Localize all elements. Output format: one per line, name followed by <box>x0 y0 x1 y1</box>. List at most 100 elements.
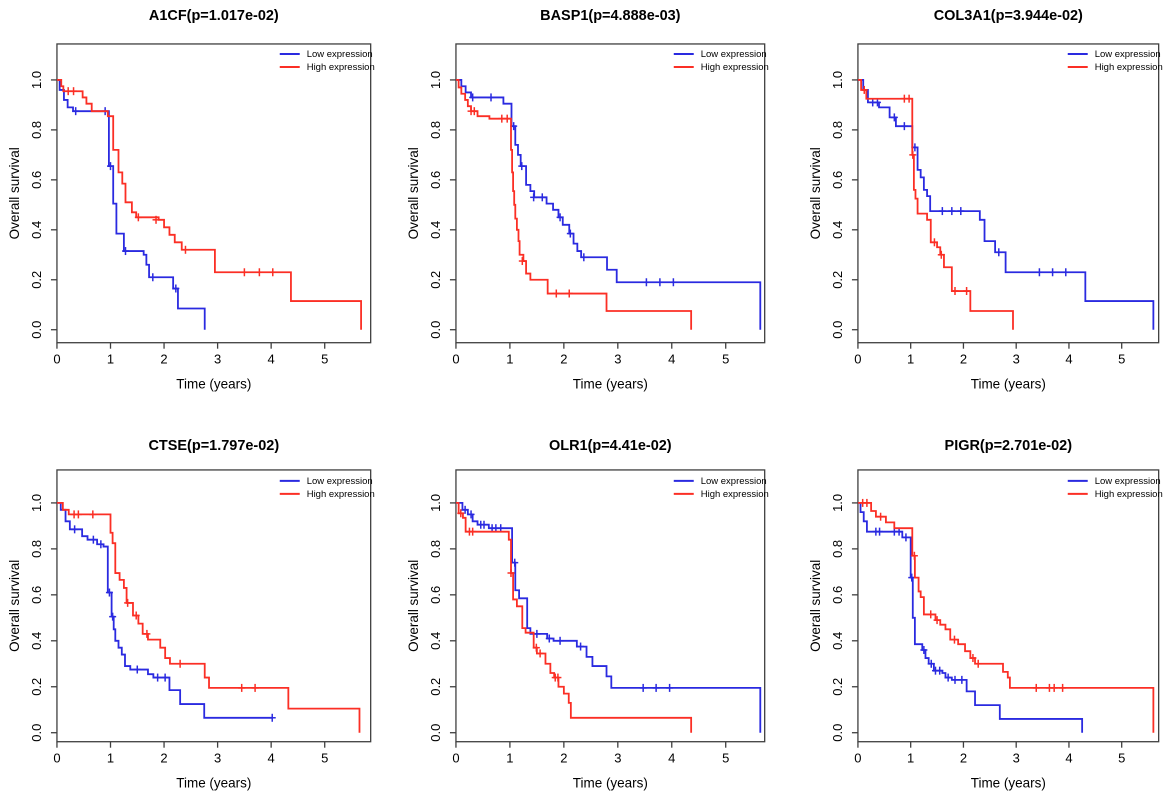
x-axis-tick-label: 0 <box>452 750 459 765</box>
survival-curve-low <box>56 501 273 719</box>
x-axis-tick-label: 3 <box>1013 352 1020 367</box>
y-axis-title: Overall survival <box>406 147 421 239</box>
x-axis-title: Time (years) <box>971 775 1046 790</box>
y-axis-title: Overall survival <box>406 559 421 651</box>
x-axis-tick-label: 4 <box>668 750 675 765</box>
survival-curve-high <box>455 79 692 330</box>
x-axis-title: Time (years) <box>572 377 647 392</box>
legend-label-low: Low expression <box>307 49 373 60</box>
legend-label-high: High expression <box>700 62 768 73</box>
legend-label-high: High expression <box>307 62 375 73</box>
y-axis-tick-label: 0.8 <box>830 121 845 139</box>
x-axis-tick-label: 5 <box>321 352 328 367</box>
panel-PIGR: PIGR(p=2.701e-02) 0.0 0.2 0.4 0.6 0.8 1.0 0 1 2 3 4… <box>781 400 1172 799</box>
y-axis-tick-label: 0.6 <box>830 171 845 189</box>
survival-curve-low <box>56 79 206 330</box>
legend-label-high: High expression <box>1095 62 1163 73</box>
y-axis-tick-label: 0.6 <box>428 585 443 603</box>
km-plot-PIGR: PIGR(p=2.701e-02) 0.0 0.2 0.4 0.6 0.8 1.0 0 1 2 3 4… <box>808 438 1163 791</box>
x-axis-tick-label: 1 <box>907 352 914 367</box>
panel-OLR1: OLR1(p=4.41e-02) 0.0 0.2 0.4 0.6 0.8 1.0 0 1 2 3 4 5… <box>391 400 782 799</box>
panel-title: OLR1(p=4.41e-02) <box>549 438 672 454</box>
legend-label-low: Low expression <box>1095 476 1161 487</box>
y-axis-tick-label: 0.8 <box>29 121 44 139</box>
legend: Low expression High expression <box>673 49 768 73</box>
censor-marks-high <box>64 87 277 277</box>
panel-BASP1: BASP1(p=4.888e-03) 0.0 0.2 0.4 0.6 0.8 1.0 0 1 2 3… <box>391 0 782 400</box>
censor-marks-high <box>861 85 971 295</box>
panel-title: A1CF(p=1.017e-02) <box>149 8 279 24</box>
x-axis-tick-label: 2 <box>960 750 967 765</box>
x-axis-tick-label: 3 <box>614 750 621 765</box>
x-axis-tick-label: 0 <box>53 750 60 765</box>
x-axis-tick-label: 1 <box>107 750 114 765</box>
y-axis-tick-label: 0.4 <box>428 221 443 239</box>
y-axis-tick-label: 1.0 <box>428 71 443 89</box>
y-axis-tick-label: 1.0 <box>29 494 44 512</box>
survival-curve-high <box>56 79 362 330</box>
y-axis-tick-label: 0.0 <box>830 723 845 741</box>
y-axis-title: Overall survival <box>7 147 22 239</box>
x-axis-tick-label: 4 <box>1066 352 1073 367</box>
y-axis-tick-label: 0.0 <box>29 723 44 741</box>
censor-marks-high <box>70 510 259 692</box>
km-plot-COL3A1: COL3A1(p=3.944e-02) 0.0 0.2 0.4 0.6 0.8 1.0 0 1 2… <box>808 8 1163 392</box>
x-axis-tick-label: 3 <box>214 352 221 367</box>
legend: Low expression High expression <box>279 49 375 73</box>
x-axis-title: Time (years) <box>176 377 251 392</box>
survival-curve-high <box>455 501 692 733</box>
panel-title: COL3A1(p=3.944e-02) <box>934 8 1083 24</box>
y-axis-tick-label: 0.4 <box>29 221 44 239</box>
panel-title: PIGR(p=2.701e-02) <box>945 438 1073 454</box>
y-axis-tick-label: 0.4 <box>29 631 44 649</box>
panel-title: BASP1(p=4.888e-03) <box>540 8 681 24</box>
x-axis-title: Time (years) <box>176 775 251 790</box>
plot-border <box>857 43 1160 344</box>
plot-border <box>857 468 1160 743</box>
panel-A1CF: A1CF(p=1.017e-02) 0.0 0.2 0.4 0.6 0.8 1.0 0 1 2 3 4… <box>0 0 391 400</box>
km-plot-A1CF: A1CF(p=1.017e-02) 0.0 0.2 0.4 0.6 0.8 1.0 0 1 2 3 4… <box>7 8 375 392</box>
x-axis-tick-label: 3 <box>1013 750 1020 765</box>
survival-curve-low <box>455 501 761 733</box>
y-axis-tick-label: 1.0 <box>29 71 44 89</box>
legend-label-high: High expression <box>700 489 768 500</box>
x-axis-tick-label: 4 <box>268 352 275 367</box>
x-axis-tick-label: 4 <box>268 750 275 765</box>
x-axis-tick-label: 2 <box>960 352 967 367</box>
y-axis-tick-label: 1.0 <box>830 71 845 89</box>
plot-border <box>56 468 372 743</box>
y-axis-tick-label: 0.0 <box>830 321 845 339</box>
legend: Low expression High expression <box>673 476 768 500</box>
plot-border <box>454 468 765 743</box>
y-axis-tick-label: 0.4 <box>830 221 845 239</box>
y-axis-tick-label: 0.4 <box>830 631 845 649</box>
y-axis-title: Overall survival <box>7 559 22 651</box>
km-plot-CTSE: CTSE(p=1.797e-02) 0.0 0.2 0.4 0.6 0.8 1.0 0 1 2 3 4… <box>7 438 375 791</box>
y-axis-tick-label: 0.4 <box>428 631 443 649</box>
km-plot-OLR1: OLR1(p=4.41e-02) 0.0 0.2 0.4 0.6 0.8 1.0 0 1 2 3 4 5… <box>406 438 769 791</box>
y-axis-tick-label: 0.2 <box>428 677 443 695</box>
y-axis-title: Overall survival <box>808 559 823 651</box>
legend-label-low: Low expression <box>307 476 373 487</box>
survival-curve-high <box>56 501 361 733</box>
y-axis-tick-label: 0.2 <box>830 271 845 289</box>
x-axis-tick-label: 2 <box>160 352 167 367</box>
x-axis-tick-label: 2 <box>560 750 567 765</box>
censor-marks-high <box>456 508 562 682</box>
censor-marks-low <box>71 524 276 722</box>
x-axis-tick-label: 5 <box>722 352 729 367</box>
y-axis-tick-label: 0.8 <box>830 540 845 558</box>
x-axis-tick-label: 4 <box>668 352 675 367</box>
censor-marks-high <box>467 107 573 298</box>
survival-curve-low <box>858 79 1155 330</box>
y-axis-tick-label: 0.0 <box>29 321 44 339</box>
x-axis-title: Time (years) <box>971 377 1046 392</box>
x-axis-tick-label: 4 <box>1066 750 1073 765</box>
y-axis-tick-label: 1.0 <box>428 494 443 512</box>
x-axis-tick-label: 3 <box>614 352 621 367</box>
legend-label-low: Low expression <box>700 476 766 487</box>
y-axis-tick-label: 0.6 <box>830 585 845 603</box>
x-axis-tick-label: 0 <box>855 352 862 367</box>
km-plot-BASP1: BASP1(p=4.888e-03) 0.0 0.2 0.4 0.6 0.8 1.0 0 1 2 3… <box>406 8 769 392</box>
